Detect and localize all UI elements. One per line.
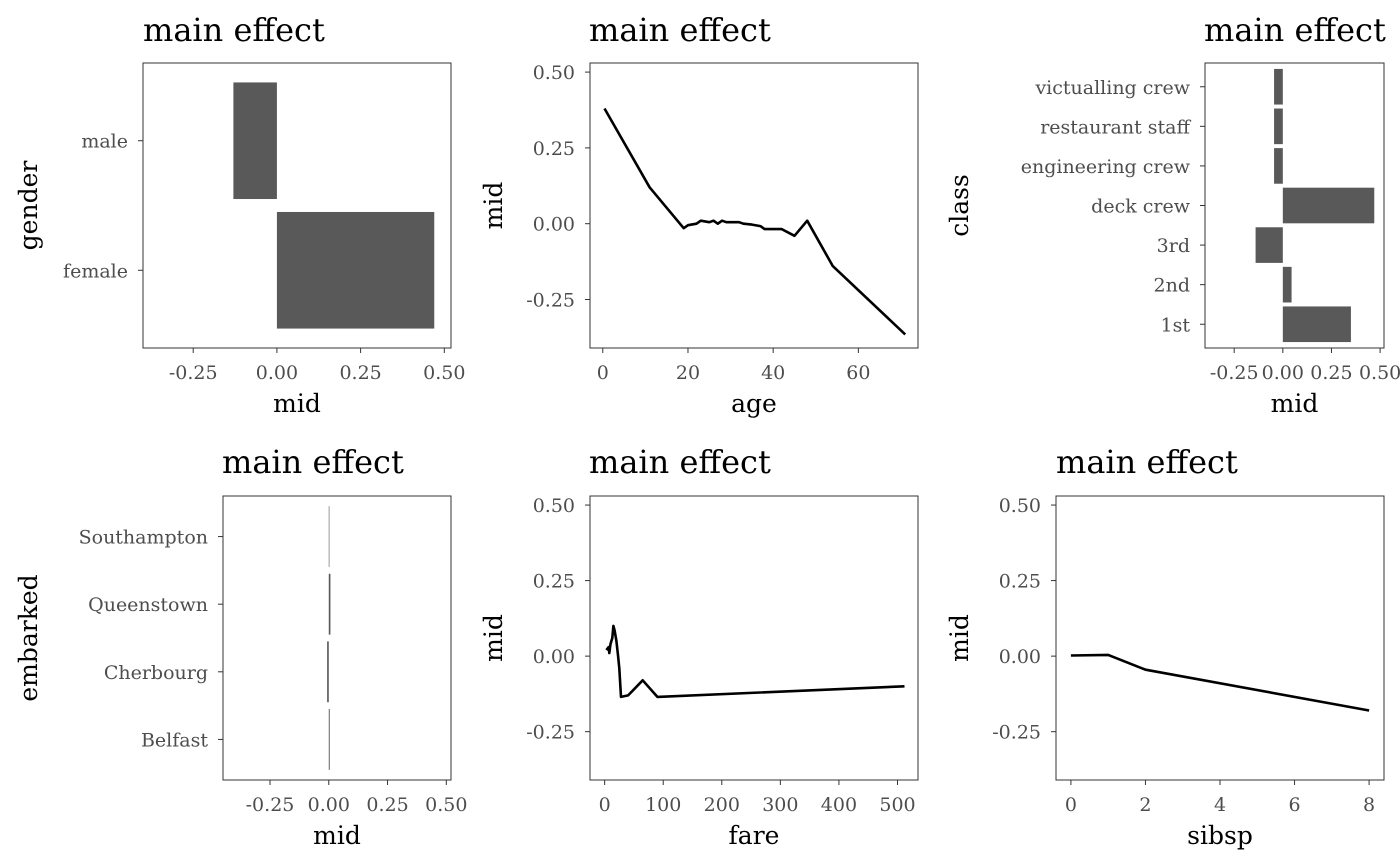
bar xyxy=(276,211,435,329)
x-axis-title: age xyxy=(731,389,777,418)
panel-sibsp: main effect 0 2 4 6 8 sibsp mid -0.25 0.00 0.25 0.5… xyxy=(945,443,1385,850)
series-line xyxy=(1070,653,1370,712)
x-tick-label: 40 xyxy=(761,362,785,384)
y-tick-label: deck crew xyxy=(1091,196,1191,218)
x-tick-label: 20 xyxy=(676,362,700,384)
x-axis-title: mid xyxy=(313,821,361,850)
y-tick-label: 0.00 xyxy=(533,214,575,236)
panel-class: main effect -0.25 0.00 0.25 0.50 mid class vict… xyxy=(945,11,1400,418)
x-tick-label: -0.25 xyxy=(169,362,218,384)
panel-frame xyxy=(589,495,919,781)
x-tick-label: 2 xyxy=(1139,794,1151,816)
x-tick-label: 0.25 xyxy=(339,362,381,384)
bar xyxy=(1282,266,1292,303)
y-tick-label: 0.25 xyxy=(999,571,1041,593)
x-tick-label: 0.00 xyxy=(256,362,298,384)
y-axis-title: embarked xyxy=(14,574,43,701)
x-tick-label: 0 xyxy=(599,794,611,816)
y-tick-label: 0.50 xyxy=(533,495,575,517)
x-tick-label: 400 xyxy=(821,794,857,816)
x-tick-label: 8 xyxy=(1363,794,1375,816)
panel-title: main effect xyxy=(143,11,325,49)
y-axis-title: mid xyxy=(479,614,508,662)
panel-fare: main effect 0 100 200 300 400 500 fare mid -0.25 0… xyxy=(479,443,919,850)
x-tick-label: 0.50 xyxy=(425,794,467,816)
y-tick-label: -0.25 xyxy=(992,722,1041,744)
bar xyxy=(1282,306,1351,343)
y-axis-title: class xyxy=(945,174,974,237)
y-tick-label: 0.00 xyxy=(999,646,1041,668)
y-tick-label: victualling crew xyxy=(1034,77,1190,99)
series-line xyxy=(603,107,907,336)
x-axis-title: mid xyxy=(1271,389,1319,418)
series-line xyxy=(605,624,905,699)
x-tick-label: 0.25 xyxy=(1310,362,1352,384)
x-tick-label: 100 xyxy=(645,794,681,816)
x-tick-label: 0.50 xyxy=(1359,362,1400,384)
y-tick-label: Cherbourg xyxy=(104,662,208,684)
x-tick-label: 4 xyxy=(1214,794,1226,816)
y-tick-label: Belfast xyxy=(141,729,208,751)
y-tick-label: -0.25 xyxy=(526,722,575,744)
x-tick-label: 60 xyxy=(846,362,870,384)
x-tick-label: 0 xyxy=(1065,794,1077,816)
x-tick-label: 0.25 xyxy=(366,794,408,816)
y-tick-label: -0.25 xyxy=(526,289,575,311)
bar xyxy=(328,573,331,635)
panel-frame xyxy=(142,62,452,349)
y-tick-label: female xyxy=(63,260,128,282)
y-tick-label: engineering crew xyxy=(1021,156,1191,178)
y-tick-label: 0.25 xyxy=(533,138,575,160)
panel-title: main effect xyxy=(1204,11,1386,49)
x-tick-label: 200 xyxy=(704,794,740,816)
y-tick-label: Southampton xyxy=(79,527,208,549)
x-axis-title: mid xyxy=(273,389,321,418)
panel-embarked: main effect -0.25 0.00 0.25 0.50 mid embarked S… xyxy=(14,443,467,850)
y-axis-title: mid xyxy=(479,182,508,230)
bar xyxy=(327,641,329,703)
x-tick-label: -0.25 xyxy=(246,794,295,816)
y-tick-label: 0.50 xyxy=(533,62,575,84)
bar xyxy=(328,709,330,770)
bar xyxy=(1274,68,1283,105)
x-tick-label: -0.25 xyxy=(1210,362,1259,384)
panel-frame xyxy=(589,62,919,349)
y-tick-label: 0.25 xyxy=(533,571,575,593)
panel-title: main effect xyxy=(1056,443,1238,481)
y-tick-label: 1st xyxy=(1161,314,1191,336)
panel-frame xyxy=(1055,495,1385,781)
bar xyxy=(1274,148,1283,184)
bar xyxy=(233,82,277,200)
x-tick-label: 300 xyxy=(762,794,798,816)
x-tick-label: 6 xyxy=(1288,794,1300,816)
y-tick-label: 0.50 xyxy=(999,495,1041,517)
x-tick-label: 0.00 xyxy=(308,794,350,816)
x-tick-label: 500 xyxy=(879,794,915,816)
x-tick-label: 0.50 xyxy=(423,362,465,384)
panel-title: main effect xyxy=(589,11,771,49)
y-tick-label: Queenstown xyxy=(88,594,208,616)
bar xyxy=(328,506,330,567)
y-tick-label: 0.00 xyxy=(533,646,575,668)
y-tick-label: 3rd xyxy=(1157,235,1190,257)
bar xyxy=(1274,108,1283,145)
x-tick-label: 0.00 xyxy=(1262,362,1304,384)
panel-title: main effect xyxy=(222,443,404,481)
panel-gender: main effect -0.25 0.00 0.25 0.50 mid gender mal… xyxy=(14,11,465,418)
y-axis-title: gender xyxy=(14,161,43,251)
panel-title: main effect xyxy=(589,443,771,481)
y-axis-title: mid xyxy=(945,614,974,662)
y-tick-label: male xyxy=(81,131,128,153)
y-tick-label: 2nd xyxy=(1154,275,1191,297)
bar xyxy=(1282,187,1375,224)
bar xyxy=(1255,227,1283,263)
panel-frame xyxy=(222,495,452,781)
panel-age: main effect 0 20 40 60 age mid -0.25 0.00 0.25 0.5… xyxy=(479,11,919,418)
x-tick-label: 0 xyxy=(597,362,609,384)
x-axis-title: fare xyxy=(729,821,780,850)
x-axis-title: sibsp xyxy=(1187,821,1253,850)
y-tick-label: restaurant staff xyxy=(1040,116,1191,138)
